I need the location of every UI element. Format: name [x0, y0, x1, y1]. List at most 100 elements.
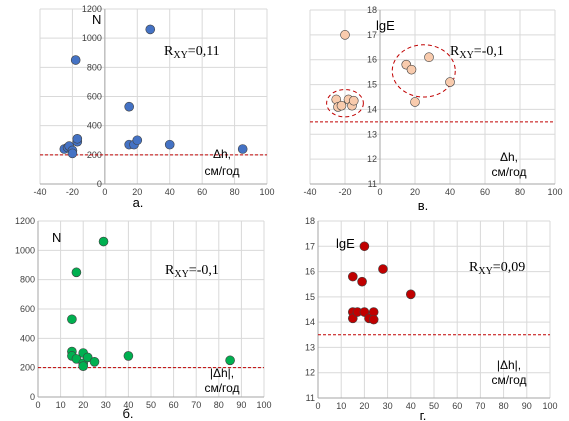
- x-tick-label: -20: [66, 187, 79, 197]
- x-tick-label: 20: [78, 400, 88, 410]
- x-tick-label: 60: [480, 187, 490, 197]
- y-tick-label: 17: [305, 241, 315, 251]
- panel-label: г.: [420, 408, 427, 421]
- x-tick-label: 50: [146, 400, 156, 410]
- data-point: [70, 55, 81, 65]
- data-point: [132, 135, 143, 146]
- chart-panel-a: -40 -20 0 20 40 60 80 100 0 200 400 600 800 1000 1200 N…: [0, 0, 284, 212]
- data-point: [67, 314, 77, 325]
- data-point: [357, 276, 367, 287]
- y-tick-label: 0: [30, 392, 35, 402]
- y-tick-label: 12: [305, 368, 315, 378]
- x-tick-label: 80: [515, 187, 525, 197]
- x-tick-label: -20: [338, 187, 351, 197]
- data-point: [123, 351, 134, 361]
- y-tick-label: 400: [20, 333, 35, 343]
- x-tick-label: 40: [445, 187, 455, 197]
- x-tick-label: 0: [35, 400, 40, 410]
- y-tick-label: 16: [367, 55, 377, 65]
- y-axis-label: N: [52, 230, 61, 245]
- y-tick-label: 16: [305, 267, 315, 277]
- data-point: [71, 354, 82, 364]
- x-tick-label: 60: [452, 401, 462, 411]
- y-tick-label: 18: [367, 5, 377, 15]
- y-tick-label: 11: [368, 179, 377, 189]
- x-tick-label: 100: [542, 401, 557, 411]
- chart-panel-b: 0 10 20 30 40 50 60 70 80 90 100 0 200 400 600 800 1000 1…: [0, 212, 284, 421]
- y-tick-label: 11: [306, 393, 315, 403]
- x-tick-label: 30: [101, 400, 111, 410]
- y-tick-label: 15: [367, 80, 377, 90]
- correlation-label: RXY=-0,1: [165, 263, 219, 280]
- y-tick-label: 14: [305, 317, 315, 327]
- x-tick-label: 20: [410, 187, 420, 197]
- x-tick-label: -40: [303, 187, 316, 197]
- correlation-label: RXY=0,09: [469, 260, 525, 277]
- chart-panel-v: -40 -20 0 20 40 60 80 100 11 12 13 14 15 16 17 18 lgE RXY…: [287, 0, 569, 213]
- data-point: [336, 100, 347, 111]
- x-tick-label: 40: [123, 400, 133, 410]
- y-tick-label: 1200: [82, 4, 102, 14]
- y-tick-label: 600: [87, 92, 102, 102]
- data-point: [340, 30, 350, 40]
- chart-svg-g: 0 10 20 30 40 50 60 70 80 90 100 11 12 13 14 15 16 17 18 lg…: [305, 216, 558, 421]
- y-tick-label: 15: [305, 292, 315, 302]
- data-point: [424, 52, 434, 63]
- cluster-ellipse: [326, 89, 364, 118]
- data-point: [410, 97, 420, 107]
- panel-label: б.: [122, 406, 133, 421]
- x-axis-label: см/год: [204, 164, 239, 178]
- data-point: [348, 95, 359, 106]
- data-point: [89, 357, 100, 367]
- x-tick-label: 100: [256, 400, 271, 410]
- y-tick-label: 1000: [15, 245, 35, 255]
- x-tick-label: 90: [236, 400, 246, 410]
- data-point: [406, 289, 416, 300]
- x-tick-label: -40: [33, 187, 46, 197]
- panel-label: а.: [133, 195, 144, 210]
- x-tick-label: 80: [230, 187, 240, 197]
- x-tick-label: 10: [56, 400, 66, 410]
- x-tick-label: 50: [429, 401, 439, 411]
- y-tick-label: 200: [87, 150, 102, 160]
- data-point: [237, 144, 248, 154]
- x-tick-label: 0: [315, 401, 320, 411]
- x-axis-label: Δh,: [213, 147, 231, 161]
- x-tick-label: 30: [383, 401, 393, 411]
- data-point: [359, 241, 370, 252]
- y-tick-label: 0: [97, 179, 102, 189]
- y-tick-label: 400: [87, 121, 102, 131]
- data-point: [67, 148, 78, 159]
- y-tick-label: 1200: [15, 216, 35, 226]
- data-point: [225, 355, 235, 366]
- data-point: [348, 271, 358, 282]
- y-tick-label: 17: [367, 30, 377, 40]
- x-axis-label: Δh,: [500, 150, 518, 164]
- data-point: [124, 101, 134, 112]
- data-point: [445, 77, 455, 87]
- x-tick-label: 80: [214, 400, 224, 410]
- correlation-label: RXY=0,11: [164, 44, 220, 61]
- panel-label: в.: [418, 198, 429, 213]
- x-tick-label: 60: [169, 400, 179, 410]
- data-point: [378, 264, 388, 274]
- x-tick-label: 100: [259, 187, 274, 197]
- x-tick-label: 20: [132, 187, 142, 197]
- x-tick-label: 40: [406, 401, 416, 411]
- y-tick-label: 13: [367, 129, 377, 139]
- data-point: [72, 133, 83, 144]
- x-tick-label: 10: [336, 401, 346, 411]
- y-axis-label: lgE: [336, 236, 355, 251]
- data-point: [164, 139, 175, 150]
- data-point: [78, 361, 88, 371]
- y-tick-label: 1000: [82, 33, 102, 43]
- y-tick-label: 600: [20, 304, 35, 314]
- x-tick-label: 40: [165, 187, 175, 197]
- x-axis-label: см/год: [491, 373, 526, 387]
- x-tick-label: 100: [547, 187, 562, 197]
- x-tick-label: 80: [499, 401, 509, 411]
- x-axis-label: |Δh|,: [210, 366, 234, 380]
- data-point: [368, 314, 379, 325]
- cluster-ellipse: [391, 44, 456, 98]
- x-axis-label: |Δh|,: [497, 358, 521, 372]
